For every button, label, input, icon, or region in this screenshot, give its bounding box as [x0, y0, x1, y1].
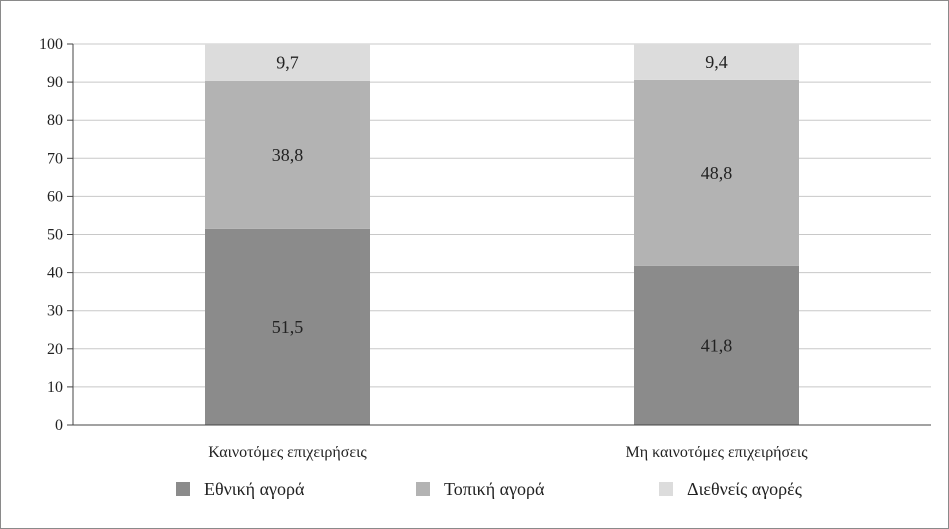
bar-segment: [634, 44, 799, 80]
y-tick-label: 100: [39, 36, 63, 53]
bar-segment: [205, 44, 370, 81]
category-labels: Καινοτόμες επιχειρήσεις Μη καινοτόμες επι…: [208, 444, 808, 461]
bar-segment: [205, 228, 370, 425]
bar-segment: [634, 79, 799, 266]
data-label: 51,5: [272, 317, 304, 337]
category-label: Μη καινοτόμες επιχειρήσεις: [625, 444, 808, 461]
bar-segment: [634, 265, 799, 425]
y-tick-label: 20: [47, 341, 63, 358]
data-label: 48,8: [701, 163, 733, 183]
legend-label: Τοπική αγορά: [444, 479, 545, 499]
gridlines: [73, 43, 931, 388]
bar-segment: [205, 80, 370, 229]
y-tick-label: 70: [47, 150, 63, 167]
data-label: 9,4: [705, 52, 728, 72]
data-label: 9,7: [276, 52, 299, 72]
legend-swatch: [176, 482, 190, 496]
y-tick-label: 90: [47, 74, 63, 91]
legend-swatch: [659, 482, 673, 496]
legend: Εθνική αγορά Τοπική αγορά Διεθνείς αγορές: [176, 479, 802, 499]
y-tick-label: 40: [47, 265, 63, 282]
y-tick-label: 80: [47, 112, 63, 129]
y-tick-label: 50: [47, 227, 63, 244]
legend-label: Εθνική αγορά: [204, 479, 305, 499]
y-tick-label: 30: [47, 303, 63, 320]
y-tick-label: 0: [55, 417, 63, 434]
data-label: 41,8: [701, 335, 733, 355]
bars: [205, 44, 799, 425]
data-labels: 51,5 38,8 9,7 41,8 48,8 9,4: [272, 52, 733, 355]
category-label: Καινοτόμες επιχειρήσεις: [208, 444, 367, 461]
y-axis: 0 10 20 30 40 50 60 70 80 90 100: [39, 36, 931, 434]
y-tick-label: 60: [47, 188, 63, 205]
y-tick-label: 10: [47, 379, 63, 396]
legend-swatch: [416, 482, 430, 496]
legend-label: Διεθνείς αγορές: [687, 479, 802, 499]
data-label: 38,8: [272, 145, 304, 165]
